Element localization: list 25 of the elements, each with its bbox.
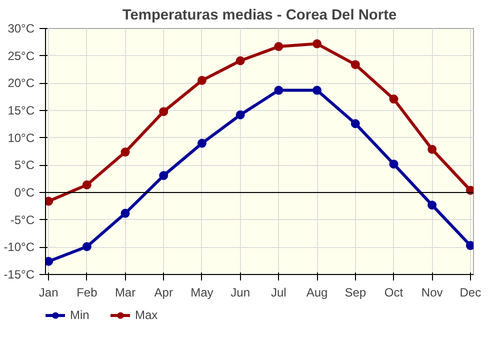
- x-tick-label: May: [190, 286, 214, 300]
- x-tick-label: Mar: [114, 286, 136, 300]
- x-tick-label: Dec: [460, 286, 482, 300]
- legend-label: Min: [70, 308, 90, 322]
- y-tick-label: 0°C: [14, 186, 35, 200]
- x-tick-label: Oct: [384, 286, 404, 300]
- y-tick-label: 25°C: [8, 48, 35, 63]
- y-tick-label: -15°C: [4, 268, 35, 282]
- x-tick-label: Feb: [76, 286, 98, 300]
- chart-title: Temperaturas medias - Corea Del Norte: [122, 8, 397, 24]
- y-tick-label: -10°C: [4, 240, 35, 254]
- x-tick-label: Nov: [421, 286, 443, 300]
- x-tick-label: Aug: [306, 286, 328, 300]
- y-tick-label: 10°C: [8, 130, 35, 145]
- legend-label: Max: [135, 308, 158, 322]
- y-tick-label: 20°C: [8, 76, 35, 90]
- y-tick-label: 15°C: [8, 104, 35, 118]
- y-tick-label: -5°C: [10, 212, 35, 227]
- y-tick-label: 5°C: [14, 158, 35, 172]
- x-tick-label: Sep: [344, 286, 366, 300]
- x-tick-label: Jun: [230, 286, 250, 300]
- y-tick-label: 30°C: [8, 22, 35, 36]
- x-tick-label: Apr: [154, 286, 173, 300]
- x-tick-label: Jul: [271, 286, 286, 300]
- x-tick-label: Jan: [38, 286, 58, 300]
